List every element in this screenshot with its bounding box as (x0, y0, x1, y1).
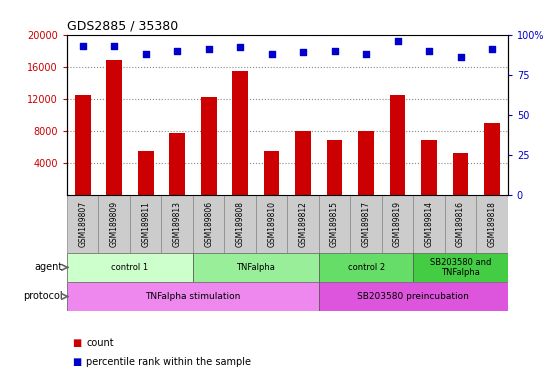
Text: GSM189812: GSM189812 (299, 201, 307, 247)
Point (425, 48, 434, 54)
Bar (224, 195, 256, 253)
Bar (382, 195, 413, 253)
Point (110, 43, 119, 49)
Text: control 1: control 1 (112, 263, 148, 272)
Text: GSM189814: GSM189814 (425, 201, 434, 247)
Text: percentile rank within the sample: percentile rank within the sample (86, 357, 252, 367)
Bar (295, 131, 311, 195)
Bar (319, 253, 413, 282)
Text: GSM189817: GSM189817 (362, 201, 371, 247)
Point (488, 46, 497, 52)
Point (235, 44, 244, 50)
Point (393, 38, 402, 44)
Point (204, 46, 213, 52)
Bar (67, 195, 98, 253)
Text: GSM189818: GSM189818 (488, 201, 497, 247)
Text: SB203580 and
TNFalpha: SB203580 and TNFalpha (430, 258, 491, 277)
Bar (484, 122, 500, 195)
Text: SB203580 preincubation: SB203580 preincubation (357, 292, 469, 301)
Point (330, 48, 339, 54)
Bar (421, 140, 437, 195)
Point (456, 54, 465, 60)
Bar (107, 60, 122, 195)
Bar (256, 195, 287, 253)
Text: control 2: control 2 (348, 263, 384, 272)
Bar (389, 94, 406, 195)
Bar (327, 140, 343, 195)
Bar (445, 195, 477, 253)
Text: ■: ■ (73, 338, 82, 348)
Text: GSM189813: GSM189813 (172, 201, 182, 247)
Text: ■: ■ (73, 357, 82, 367)
Bar (477, 195, 508, 253)
Text: GSM189815: GSM189815 (330, 201, 339, 247)
Bar (138, 151, 153, 195)
Point (362, 51, 371, 57)
Text: protocol: protocol (23, 291, 62, 301)
Bar (193, 195, 224, 253)
Point (141, 51, 150, 57)
Bar (201, 97, 217, 195)
Bar (264, 151, 280, 195)
Bar (319, 195, 350, 253)
Point (299, 49, 307, 55)
Bar (287, 195, 319, 253)
Text: GSM189806: GSM189806 (204, 201, 213, 247)
Text: GSM189809: GSM189809 (110, 201, 119, 247)
Bar (350, 195, 382, 253)
Bar (413, 195, 445, 253)
Text: TNFalpha: TNFalpha (237, 263, 275, 272)
Bar (193, 253, 319, 282)
Text: GSM189819: GSM189819 (393, 201, 402, 247)
Bar (130, 195, 161, 253)
Bar (169, 133, 185, 195)
Text: GDS2885 / 35380: GDS2885 / 35380 (67, 19, 178, 32)
Text: GSM189810: GSM189810 (267, 201, 276, 247)
Text: TNFalpha stimulation: TNFalpha stimulation (145, 292, 240, 301)
Point (78, 43, 87, 49)
Bar (161, 195, 193, 253)
Bar (67, 253, 193, 282)
Text: count: count (86, 338, 114, 348)
Text: agent: agent (34, 262, 62, 272)
Bar (453, 153, 468, 195)
Text: GSM189811: GSM189811 (141, 201, 150, 247)
Bar (67, 282, 319, 311)
Bar (413, 253, 508, 282)
Bar (75, 94, 90, 195)
Point (173, 48, 182, 54)
Text: GSM189808: GSM189808 (235, 201, 244, 247)
Text: GSM189807: GSM189807 (78, 201, 87, 247)
Bar (358, 131, 374, 195)
Text: GSM189816: GSM189816 (456, 201, 465, 247)
Bar (319, 282, 508, 311)
Bar (232, 71, 248, 195)
Point (267, 51, 276, 57)
Bar (98, 195, 130, 253)
